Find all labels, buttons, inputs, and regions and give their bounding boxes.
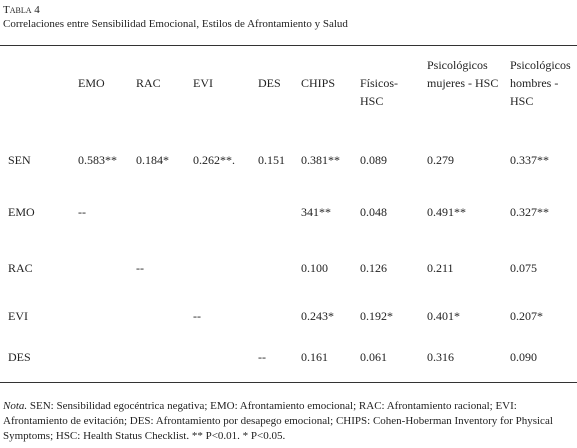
note-text: SEN: Sensibilidad egocéntrica negativa; … <box>3 400 553 442</box>
column-header: CHIPS <box>301 76 336 90</box>
row-label: EMO <box>8 205 35 219</box>
table-cell: 0.100 <box>301 261 328 275</box>
table-cell: 0.061 <box>360 350 387 364</box>
table-cell: 0.583** <box>78 153 117 167</box>
table-cell: 0.279 <box>427 153 454 167</box>
table-title: Correlaciones entre Sensibilidad Emocion… <box>3 18 348 30</box>
column-header: RAC <box>136 76 161 90</box>
table-cell: 0.337** <box>510 153 549 167</box>
column-header: Psicológicos mujeres - HSC <box>427 58 499 90</box>
note-label: Nota. <box>3 400 28 412</box>
bottom-rule <box>0 382 577 383</box>
table-label: Tabla 4 <box>3 4 40 16</box>
table-cell: -- <box>193 309 201 323</box>
table-cell: 0.243* <box>301 309 334 323</box>
table-cell: 0.126 <box>360 261 387 275</box>
column-header: EMO <box>78 76 105 90</box>
table-cell: 0.491** <box>427 205 466 219</box>
table-cell: -- <box>136 261 144 275</box>
table-cell: 0.151 <box>258 153 285 167</box>
table-cell: -- <box>258 350 266 364</box>
row-label: EVI <box>8 309 28 323</box>
table-cell: 0.075 <box>510 261 537 275</box>
table-cell: 0.192* <box>360 309 393 323</box>
table-cell: 0.048 <box>360 205 387 219</box>
column-header: DES <box>258 76 281 90</box>
table-cell: 0.161 <box>301 350 328 364</box>
column-header: Psicológicos hombres - HSC <box>510 58 571 108</box>
table-cell: 0.207* <box>510 309 543 323</box>
row-label: SEN <box>8 153 31 167</box>
table-cell: 341** <box>301 205 331 219</box>
row-label: DES <box>8 350 31 364</box>
row-label: RAC <box>8 261 33 275</box>
table-cell: 0.327** <box>510 205 549 219</box>
table-cell: 0.316 <box>427 350 454 364</box>
table-note: Nota. SEN: Sensibilidad egocéntrica nega… <box>3 399 571 444</box>
table-cell: 0.184* <box>136 153 169 167</box>
column-header: EVI <box>193 76 213 90</box>
table-cell: 0.211 <box>427 261 454 275</box>
top-rule <box>0 45 577 46</box>
column-header: Físicos-HSC <box>360 76 399 108</box>
table-cell: 0.401* <box>427 309 460 323</box>
table-cell: 0.262**. <box>193 153 235 167</box>
table-cell: -- <box>78 205 86 219</box>
table-cell: 0.381** <box>301 153 340 167</box>
table-cell: 0.089 <box>360 153 387 167</box>
table-cell: 0.090 <box>510 350 537 364</box>
